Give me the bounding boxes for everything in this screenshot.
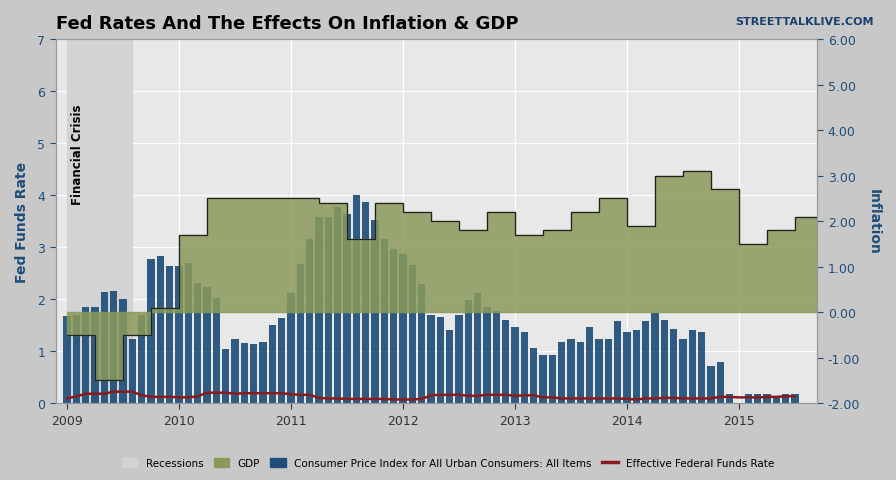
Bar — [577, 342, 584, 403]
Bar — [212, 299, 220, 403]
Bar — [474, 293, 481, 403]
Bar — [558, 342, 565, 403]
Bar — [791, 395, 798, 403]
Bar — [418, 284, 426, 403]
Y-axis label: Fed Funds Rate: Fed Funds Rate — [15, 161, 29, 282]
Bar — [176, 267, 183, 403]
Bar — [586, 327, 593, 403]
Text: Fed Rates And The Effects On Inflation & GDP: Fed Rates And The Effects On Inflation &… — [56, 15, 518, 33]
Bar — [147, 259, 155, 403]
Bar — [763, 394, 771, 403]
Bar — [353, 196, 360, 403]
Bar — [400, 254, 407, 403]
Bar — [651, 313, 659, 403]
Bar — [259, 343, 267, 403]
Bar — [315, 218, 323, 403]
Bar — [660, 320, 668, 403]
Bar — [726, 394, 733, 403]
Bar — [278, 319, 285, 403]
Bar — [436, 317, 444, 403]
Y-axis label: Inflation: Inflation — [867, 189, 881, 254]
Bar — [409, 266, 416, 403]
Bar — [381, 240, 388, 403]
Bar — [698, 333, 705, 403]
Bar — [465, 300, 472, 403]
Bar — [119, 300, 126, 403]
Bar — [250, 344, 257, 403]
Bar — [782, 395, 789, 403]
Legend: Recessions, GDP, Consumer Price Index for All Urban Consumers: All Items, Effect: Recessions, GDP, Consumer Price Index fo… — [117, 454, 779, 472]
Bar — [231, 339, 238, 403]
Bar — [297, 264, 304, 403]
Bar — [745, 394, 752, 403]
Bar — [390, 250, 397, 403]
Bar — [324, 218, 332, 403]
Bar — [567, 339, 574, 403]
Bar — [110, 292, 117, 403]
Bar — [446, 330, 453, 403]
Bar — [689, 330, 696, 403]
Bar — [91, 307, 99, 403]
Bar — [772, 397, 780, 403]
Bar — [605, 339, 612, 403]
Bar — [64, 316, 71, 403]
Bar — [670, 329, 677, 403]
Bar — [129, 339, 136, 403]
Bar — [521, 333, 528, 403]
Bar — [427, 315, 435, 403]
Bar — [269, 325, 276, 403]
Bar — [624, 333, 631, 403]
Bar — [642, 321, 650, 403]
Bar — [493, 312, 500, 403]
Bar — [483, 308, 491, 403]
Bar — [502, 321, 509, 403]
Text: Financial Crisis: Financial Crisis — [71, 104, 83, 204]
Bar — [633, 330, 640, 403]
Bar — [707, 366, 715, 403]
Bar — [67, 40, 133, 403]
Bar — [679, 339, 686, 403]
Bar — [548, 355, 556, 403]
Bar — [138, 315, 145, 403]
Bar — [512, 327, 519, 403]
Bar — [614, 321, 621, 403]
Bar — [595, 339, 603, 403]
Bar — [185, 263, 192, 403]
Bar — [539, 355, 547, 403]
Bar — [241, 344, 248, 403]
Bar — [194, 283, 202, 403]
Bar — [288, 294, 295, 403]
Bar — [306, 240, 314, 403]
Bar — [455, 315, 462, 403]
Bar — [166, 267, 173, 403]
Bar — [203, 287, 211, 403]
Bar — [754, 394, 762, 403]
Bar — [157, 257, 164, 403]
Bar — [362, 203, 369, 403]
Bar — [222, 349, 229, 403]
Bar — [334, 208, 341, 403]
Bar — [100, 293, 108, 403]
Bar — [371, 220, 379, 403]
Bar — [343, 215, 350, 403]
Bar — [82, 307, 90, 403]
Bar — [73, 315, 80, 403]
Text: STREETTALKLIVE.COM: STREETTALKLIVE.COM — [735, 17, 874, 27]
Bar — [530, 348, 538, 403]
Bar — [717, 362, 724, 403]
